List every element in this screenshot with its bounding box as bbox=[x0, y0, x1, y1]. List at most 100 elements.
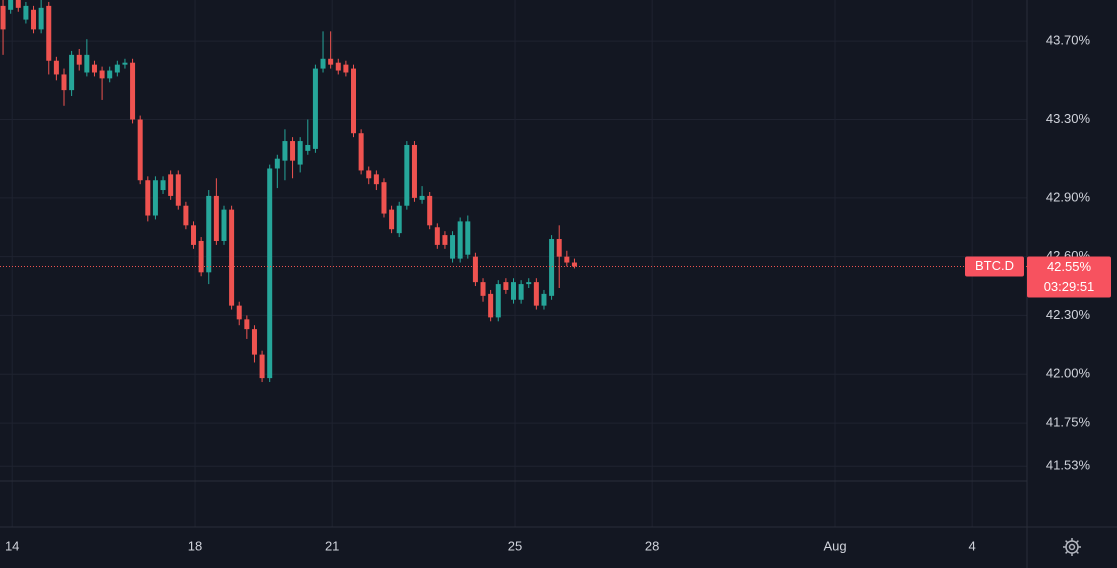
y-tick-label: 43.70% bbox=[1046, 33, 1091, 48]
x-tick-label: Aug bbox=[823, 538, 846, 553]
x-tick-label: 28 bbox=[645, 538, 659, 553]
candle-body bbox=[290, 141, 296, 161]
candle-body bbox=[259, 354, 265, 379]
candle-body bbox=[0, 5, 6, 30]
candle-body bbox=[191, 225, 197, 245]
gear-hub bbox=[1068, 543, 1076, 551]
candle-body bbox=[503, 282, 509, 290]
candle-body bbox=[160, 180, 166, 191]
candle-body bbox=[312, 68, 318, 149]
candle-body bbox=[556, 239, 562, 257]
candle-body bbox=[488, 293, 494, 318]
candle-body bbox=[541, 293, 547, 306]
x-tick-label: 14 bbox=[5, 538, 19, 553]
candle-body bbox=[175, 174, 181, 206]
candle-body bbox=[267, 168, 273, 379]
candle-body bbox=[229, 209, 235, 306]
last-price-label: 42.55% bbox=[1047, 259, 1092, 274]
candle-body bbox=[434, 227, 440, 245]
axis-labels: 43.70%43.30%42.90%42.60%42.30%42.00%41.7… bbox=[0, 33, 1111, 553]
candle-body bbox=[571, 262, 577, 267]
x-tick-label: 25 bbox=[508, 538, 522, 553]
candle-body bbox=[297, 141, 303, 165]
candle-body bbox=[107, 70, 113, 79]
candle-body bbox=[366, 170, 372, 179]
grid bbox=[0, 0, 1027, 527]
candle-body bbox=[343, 64, 349, 73]
candle-body bbox=[236, 305, 242, 320]
candle-body bbox=[46, 5, 52, 61]
symbol-label-box bbox=[965, 256, 1024, 277]
candle-body bbox=[389, 209, 395, 230]
candle-body bbox=[549, 239, 555, 296]
candle-body bbox=[244, 319, 250, 330]
candle-body bbox=[69, 54, 75, 91]
candle-body bbox=[91, 64, 97, 73]
y-tick-label: 43.30% bbox=[1046, 111, 1091, 126]
candle-body bbox=[168, 174, 174, 196]
candle-body bbox=[38, 7, 44, 30]
gear-teeth bbox=[1063, 538, 1081, 556]
candle-body bbox=[465, 221, 471, 255]
candle-body bbox=[320, 58, 326, 69]
candles bbox=[0, 0, 577, 383]
symbol-label: BTC.D bbox=[975, 258, 1014, 273]
settings-icon[interactable] bbox=[1063, 538, 1081, 556]
candle-body bbox=[495, 284, 501, 318]
candle-body bbox=[282, 141, 288, 161]
y-tick-label: 42.00% bbox=[1046, 366, 1091, 381]
candle-body bbox=[183, 205, 189, 226]
candle-body bbox=[381, 182, 387, 214]
candle-body bbox=[114, 64, 120, 73]
candle-body bbox=[564, 256, 570, 263]
candle-body bbox=[76, 54, 82, 65]
candle-body bbox=[404, 144, 410, 206]
countdown-label: 03:29:51 bbox=[1044, 279, 1095, 294]
candle-body bbox=[442, 235, 448, 245]
candle-body bbox=[53, 60, 59, 75]
y-tick-label: 42.90% bbox=[1046, 189, 1091, 204]
candle-body bbox=[122, 62, 128, 65]
candle-body bbox=[198, 240, 204, 273]
candle-body bbox=[221, 209, 227, 241]
candle-body bbox=[15, 0, 21, 8]
candle-body bbox=[419, 195, 425, 200]
candle-body bbox=[518, 284, 524, 300]
candle-body bbox=[206, 195, 212, 273]
candle-body bbox=[533, 282, 539, 306]
candle-body bbox=[396, 205, 402, 234]
candle-body bbox=[23, 5, 29, 20]
candle-body bbox=[358, 133, 364, 171]
candle-body bbox=[130, 62, 136, 120]
y-tick-label: 42.30% bbox=[1046, 307, 1091, 322]
candle-body bbox=[213, 195, 219, 241]
candle-body bbox=[351, 68, 357, 134]
candle-body bbox=[328, 58, 334, 65]
candle-body bbox=[480, 282, 486, 296]
x-tick-label: 21 bbox=[325, 538, 339, 553]
candle-body bbox=[84, 54, 90, 73]
candle-body bbox=[145, 180, 151, 216]
candle-body bbox=[511, 282, 516, 300]
candle-body bbox=[457, 221, 463, 259]
candle-body bbox=[31, 9, 37, 30]
candle-body bbox=[526, 282, 532, 285]
candle-body bbox=[305, 144, 311, 151]
candle-body bbox=[251, 329, 257, 355]
x-tick-label: 4 bbox=[969, 538, 976, 553]
candle-body bbox=[8, 0, 14, 10]
candle-body bbox=[373, 174, 379, 185]
candle-body bbox=[450, 235, 456, 259]
y-tick-label: 41.53% bbox=[1046, 458, 1091, 473]
candle-body bbox=[472, 256, 478, 283]
x-tick-label: 18 bbox=[188, 538, 202, 553]
candle-body bbox=[137, 119, 143, 181]
candle-body bbox=[99, 70, 105, 79]
candle-body bbox=[411, 144, 417, 198]
candle-body bbox=[335, 62, 341, 71]
candle-body bbox=[427, 195, 433, 226]
price-label-box bbox=[1027, 256, 1111, 298]
candle-body bbox=[61, 74, 67, 91]
